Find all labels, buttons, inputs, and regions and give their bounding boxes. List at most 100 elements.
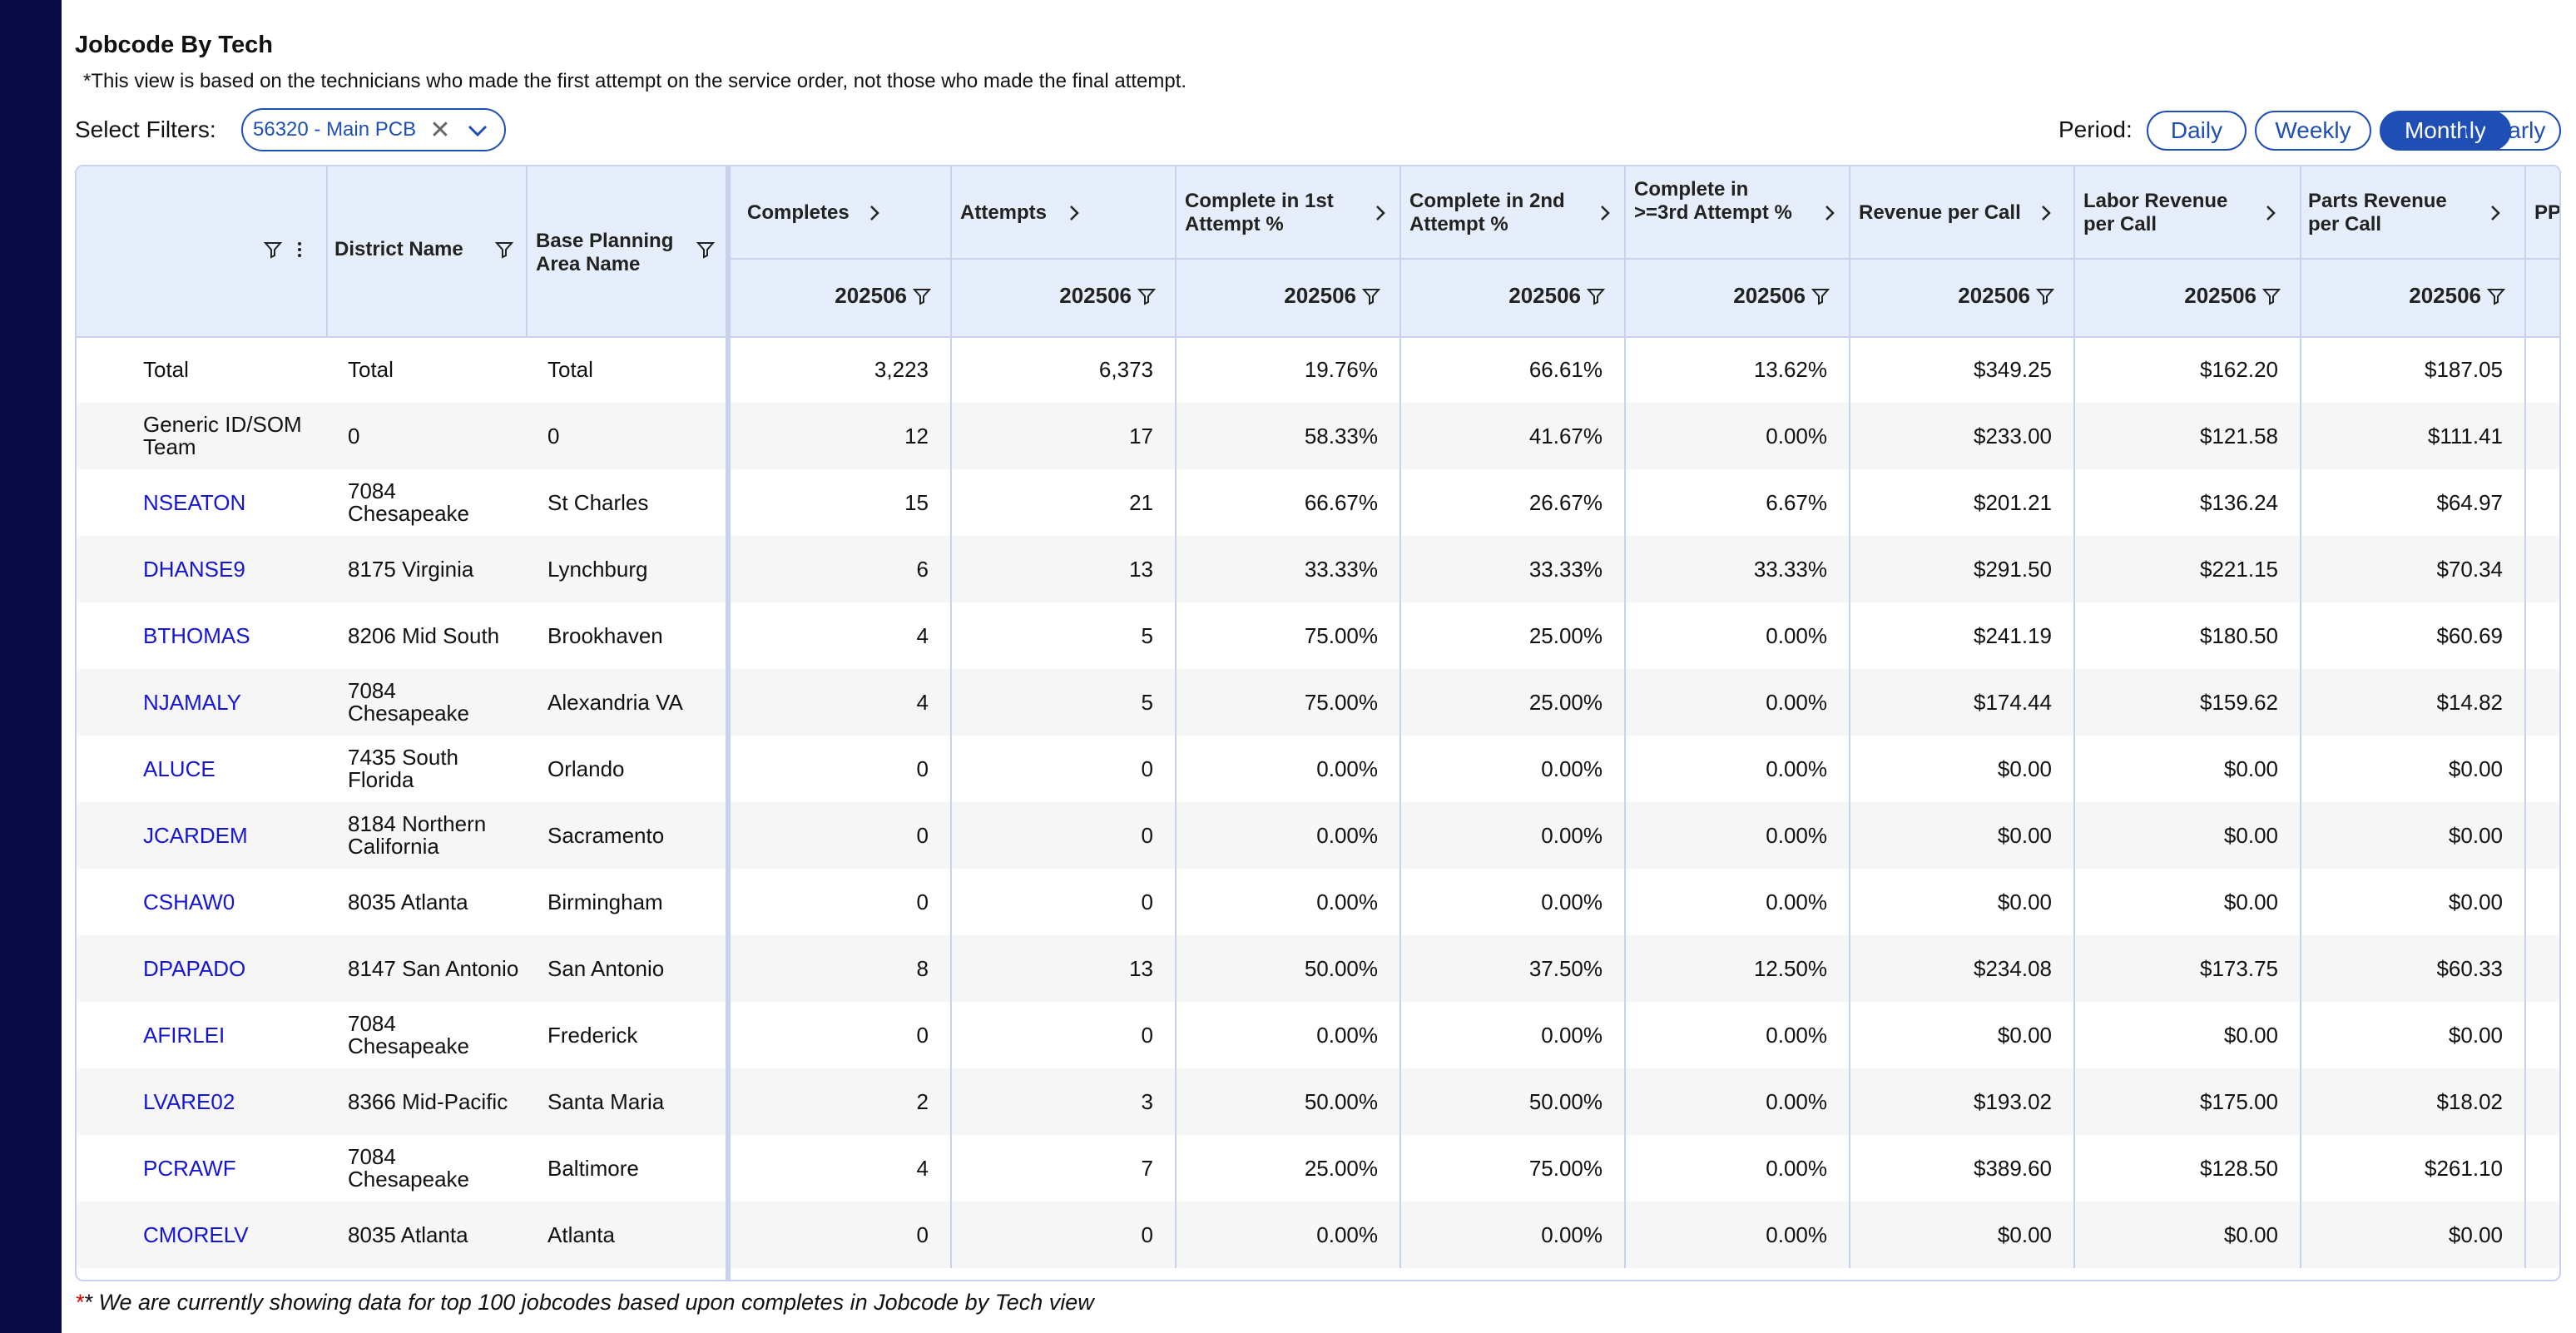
month-header-rev[interactable]: 202506 bbox=[1958, 283, 2030, 308]
header-pp[interactable]: PP bbox=[2534, 201, 2561, 224]
cell-tech[interactable]: NSEATON bbox=[143, 489, 246, 515]
column-separator bbox=[2524, 1002, 2526, 1068]
column-separator bbox=[950, 736, 952, 802]
month-filter-icon[interactable] bbox=[2486, 286, 2506, 306]
cell-c2: 25.00% bbox=[1528, 689, 1603, 715]
cell-rev: $174.44 bbox=[1974, 689, 2052, 715]
month-filter-icon[interactable] bbox=[912, 286, 932, 306]
chevron-right-icon[interactable] bbox=[1596, 204, 1614, 222]
cell-tech[interactable]: NJAMALY bbox=[143, 689, 241, 715]
header-attempts[interactable]: Attempts bbox=[960, 201, 1048, 224]
header-complete-1st[interactable]: Complete in 1st Attempt % bbox=[1185, 190, 1334, 235]
cell-bpa: Brookhaven bbox=[547, 622, 663, 648]
period-weekly-button[interactable]: Weekly bbox=[2255, 111, 2371, 151]
filter-select[interactable]: 56320 - Main PCB ✕ bbox=[241, 108, 506, 151]
bpa-filter-icon[interactable] bbox=[696, 240, 716, 260]
month-filter-icon[interactable] bbox=[2035, 286, 2055, 306]
chevron-right-icon[interactable] bbox=[1371, 204, 1390, 222]
cell-completes: 3,223 bbox=[874, 356, 929, 382]
header-district[interactable]: District Name bbox=[334, 238, 463, 260]
cell-tech[interactable]: PCRAWF bbox=[143, 1155, 236, 1181]
filters-label: Select Filters: bbox=[75, 116, 216, 142]
cell-c3: 0.00% bbox=[1766, 889, 1827, 914]
column-separator bbox=[1399, 1068, 1401, 1135]
column-separator bbox=[2073, 1002, 2075, 1068]
cell-tech[interactable]: AFIRLEI bbox=[143, 1022, 225, 1048]
chevron-right-icon[interactable] bbox=[2037, 204, 2055, 222]
table-row: ALUCE 7435 South Florida Orlando 0 0 0.00% 0.0… bbox=[77, 736, 2559, 802]
cell-tech[interactable]: CSHAW0 bbox=[143, 889, 235, 914]
month-header-labor[interactable]: 202506 bbox=[2184, 283, 2256, 308]
header-complete-3rd[interactable]: Complete in >=3rd Attempt % bbox=[1634, 178, 1792, 224]
cell-bpa: Santa Maria bbox=[547, 1088, 665, 1114]
chevron-right-icon[interactable] bbox=[2261, 204, 2280, 222]
month-header-attempts[interactable]: 202506 bbox=[1059, 283, 1132, 308]
cell-tech[interactable]: DHANSE9 bbox=[143, 556, 245, 582]
column-separator bbox=[1849, 802, 1850, 869]
cell-labor: $0.00 bbox=[2223, 1222, 2278, 1247]
column-separator bbox=[2073, 669, 2075, 736]
cell-tech[interactable]: DPAPADO bbox=[143, 955, 246, 981]
column-separator bbox=[2300, 736, 2301, 802]
column-separator bbox=[1175, 1135, 1177, 1202]
cell-c3: 0.00% bbox=[1766, 1155, 1827, 1181]
cell-tech[interactable]: LVARE02 bbox=[143, 1088, 235, 1114]
cell-labor: $121.58 bbox=[2200, 423, 2278, 448]
month-filter-icon[interactable] bbox=[1586, 286, 1606, 306]
column-separator bbox=[1849, 736, 1850, 802]
period-daily-button[interactable]: Daily bbox=[2147, 111, 2247, 151]
cell-attempts: 5 bbox=[1141, 622, 1153, 648]
column-separator bbox=[1849, 602, 1850, 669]
chevron-down-icon[interactable] bbox=[463, 116, 493, 146]
chevron-right-icon[interactable] bbox=[1065, 204, 1083, 222]
column-menu-icon[interactable] bbox=[290, 240, 310, 260]
month-header-completes[interactable]: 202506 bbox=[835, 283, 907, 308]
cell-c2: 26.67% bbox=[1528, 489, 1603, 515]
month-header-c3[interactable]: 202506 bbox=[1733, 283, 1806, 308]
month-filter-icon[interactable] bbox=[1811, 286, 1830, 306]
cell-tech[interactable]: BTHOMAS bbox=[143, 622, 250, 648]
column-separator bbox=[2524, 669, 2526, 736]
header-complete-2nd[interactable]: Complete in 2nd Attempt % bbox=[1409, 190, 1565, 235]
cell-tech[interactable]: ALUCE bbox=[143, 756, 215, 781]
column-separator bbox=[2524, 1202, 2526, 1268]
period-yearly-button[interactable]: Yearly bbox=[2466, 111, 2561, 151]
cell-tech[interactable]: JCARDEM bbox=[143, 822, 248, 848]
header-labor-revenue[interactable]: Labor Revenue per Call bbox=[2083, 190, 2228, 235]
month-filter-icon[interactable] bbox=[1137, 286, 1157, 306]
month-filter-icon[interactable] bbox=[1361, 286, 1381, 306]
cell-parts: $70.34 bbox=[2436, 556, 2503, 582]
cell-rev: $0.00 bbox=[1997, 1022, 2052, 1048]
month-header-c1[interactable]: 202506 bbox=[1284, 283, 1356, 308]
cell-c3: 0.00% bbox=[1766, 822, 1827, 848]
cell-rev: $389.60 bbox=[1974, 1155, 2052, 1181]
period-monthly-button[interactable]: Monthly bbox=[2380, 111, 2511, 151]
cell-completes: 0 bbox=[916, 756, 929, 781]
cell-c3: 0.00% bbox=[1766, 423, 1827, 448]
header-parts-revenue[interactable]: Parts Revenue per Call bbox=[2308, 190, 2447, 235]
chevron-right-icon[interactable] bbox=[1821, 204, 1839, 222]
column-separator bbox=[1175, 602, 1177, 669]
chevron-right-icon[interactable] bbox=[865, 204, 884, 222]
chevron-right-icon[interactable] bbox=[2486, 204, 2504, 222]
cell-attempts: 0 bbox=[1141, 889, 1153, 914]
tech-filter-icon[interactable] bbox=[263, 240, 283, 260]
column-separator bbox=[1849, 1202, 1850, 1268]
month-header-c2[interactable]: 202506 bbox=[1508, 283, 1581, 308]
table-row: DPAPADO 8147 San Antonio San Antonio 8 13 50.… bbox=[77, 935, 2559, 1002]
column-separator bbox=[2300, 469, 2301, 536]
table-row: AFIRLEI 7084 Chesapeake Frederick 0 0 0.00% 0.… bbox=[77, 1002, 2559, 1068]
header-completes[interactable]: Completes bbox=[747, 201, 850, 224]
cell-completes: 4 bbox=[916, 689, 929, 715]
cell-c1: 50.00% bbox=[1304, 1088, 1378, 1114]
month-header-parts[interactable]: 202506 bbox=[2409, 283, 2481, 308]
month-filter-icon[interactable] bbox=[2261, 286, 2281, 306]
cell-tech[interactable]: CMORELV bbox=[143, 1222, 249, 1247]
header-revenue[interactable]: Revenue per Call bbox=[1859, 201, 2021, 224]
column-separator bbox=[2524, 869, 2526, 935]
column-separator bbox=[2524, 469, 2526, 536]
cell-c1: 75.00% bbox=[1304, 622, 1378, 648]
clear-filter-icon[interactable]: ✕ bbox=[429, 116, 451, 144]
header-bpa[interactable]: Base Planning Area Name bbox=[536, 230, 674, 275]
district-filter-icon[interactable] bbox=[494, 240, 514, 260]
